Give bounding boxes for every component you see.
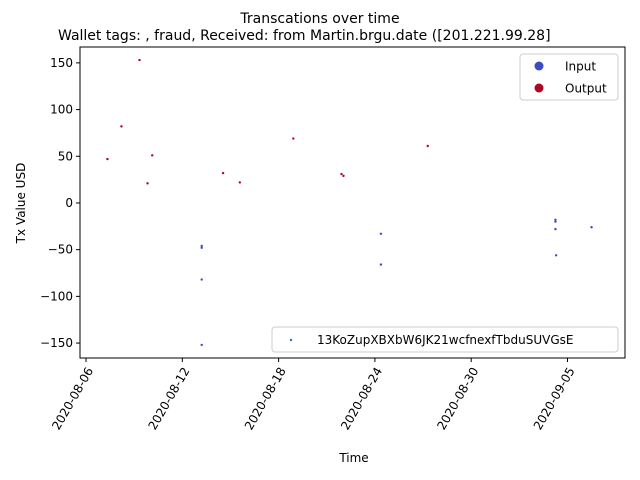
y-tick-label: −50 [48,243,73,257]
x-axis: 2020-08-06 2020-08-12 2020-08-18 2020-08-24… [49,358,578,432]
point-input [554,254,558,257]
legend-upper: Input Output [519,53,619,101]
point-input [590,226,593,229]
data-points [106,58,593,347]
point-output [426,144,429,148]
legend-output-label: Output [565,82,607,96]
point-output [151,154,154,157]
legend-input-label: Input [565,60,596,74]
y-axis: 150 100 50 0 −50 −100 −150 [40,56,80,350]
x-axis-label: Time [338,451,368,465]
point-output [340,172,343,176]
legend-output-marker [534,83,544,93]
legend-lower-frame [271,326,619,353]
point-input [200,343,203,347]
point-output [292,137,295,140]
legend-lower: 13KoZupXBXbW6JK21wcfnexfTbduSUVGsE [271,326,619,353]
point-output [146,182,149,185]
chart-subtitle: Wallet tags: , fraud, Received: from Mar… [58,28,551,44]
y-tick-label: 100 [50,103,73,117]
point-output [342,174,345,178]
y-tick-label: 0 [65,196,73,210]
legend-wallet-marker [289,338,293,342]
y-axis-label: Tx Value USD [14,163,28,245]
x-tick-label: 2020-08-30 [434,365,481,432]
legend-input-marker [534,61,544,71]
point-input [554,227,557,231]
chart-title: Transcations over time [239,11,399,27]
y-tick-label: 50 [58,149,73,163]
x-tick-label: 2020-08-18 [242,365,289,432]
x-tick-label: 2020-08-12 [146,365,193,432]
point-output [120,125,123,128]
point-input [200,244,203,248]
plot-area: 2020-08-06 2020-08-12 2020-08-18 2020-08-24… [40,46,626,432]
point-output [221,171,225,175]
x-tick-label: 2020-08-06 [49,365,96,432]
legend-wallet-label: 13KoZupXBXbW6JK21wcfnexfTbduSUVGsE [317,333,573,347]
x-tick-label: 2020-08-24 [338,365,385,432]
point-input [200,246,203,249]
point-input [554,218,557,221]
y-tick-label: 150 [50,56,73,70]
y-tick-label: −100 [40,289,73,303]
legend-upper-frame [519,53,619,101]
x-tick-label: 2020-09-05 [531,365,578,432]
point-input [379,263,383,266]
point-output [106,157,109,161]
point-output [238,181,242,184]
point-input [554,220,557,223]
point-input [379,232,383,235]
point-output [138,58,141,62]
y-tick-label: −150 [40,336,73,350]
point-input [200,278,203,281]
